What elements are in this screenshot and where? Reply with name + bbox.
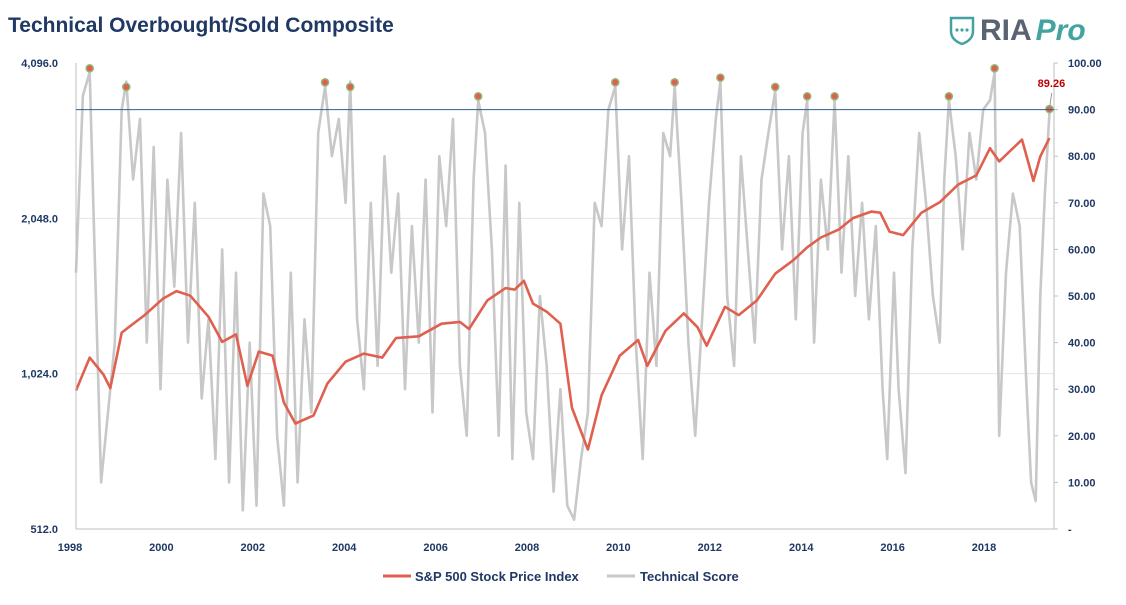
- logo-dot: [960, 28, 964, 32]
- x-tick-label: 2008: [515, 542, 539, 554]
- overbought-marker: [473, 91, 483, 101]
- x-tick-label: 2010: [606, 542, 630, 554]
- axes: 512.0 1,024.0 2,048.0 4,096.0 - 10.00 20.00 30.…: [21, 58, 1101, 554]
- y-right-tick-label: 60.00: [1068, 244, 1096, 256]
- chart-title: Technical Overbought/Sold Composite: [8, 14, 394, 37]
- overbought-marker: [345, 82, 355, 92]
- annotation-layer: 89.26: [1038, 78, 1066, 110]
- legend-label-score: Technical Score: [640, 569, 739, 584]
- overbought-marker: [320, 78, 330, 87]
- ria-pro-logo: RIA Pro: [949, 14, 1086, 47]
- annotation-label: 89.26: [1038, 78, 1066, 90]
- y-right-tick-label: 50.00: [1068, 291, 1096, 303]
- y-right-tick-label: -: [1068, 524, 1072, 536]
- annotation-leader: [1048, 93, 1052, 110]
- overbought-marker: [610, 78, 620, 87]
- x-tick-label: 2004: [332, 542, 357, 554]
- y-right-tick-label: 80.00: [1068, 151, 1096, 163]
- legend: S&P 500 Stock Price Index Technical Score: [383, 569, 739, 584]
- overbought-marker: [85, 64, 95, 73]
- y-left-tick-label: 4,096.0: [21, 58, 58, 70]
- y-right-tick-label: 90.00: [1068, 105, 1096, 117]
- logo-dot: [965, 28, 969, 32]
- x-tick-label: 2002: [241, 542, 265, 554]
- y-left-tick-label: 1,024.0: [21, 369, 58, 381]
- overbought-marker: [121, 82, 131, 92]
- overbought-marker: [802, 91, 812, 101]
- sp500-layer: [74, 137, 1051, 451]
- y-right-tick-label: 30.00: [1068, 384, 1096, 396]
- overbought-marker: [670, 78, 679, 87]
- overbought-marker: [770, 82, 780, 92]
- y-right-tick-label: 100.00: [1068, 58, 1102, 70]
- y-left-tick-label: 2,048.0: [21, 213, 58, 225]
- brand-suffix: Pro: [1036, 14, 1086, 47]
- x-tick-label: 2018: [972, 542, 996, 554]
- technical-score-line: [74, 71, 1051, 522]
- legend-label-sp500: S&P 500 Stock Price Index: [415, 569, 580, 584]
- x-tick-label: 2012: [698, 542, 722, 554]
- y-right-tick-label: 40.00: [1068, 338, 1096, 350]
- overbought-marker: [830, 91, 839, 101]
- logo-dot: [955, 28, 959, 32]
- chat-shield-icon: [949, 16, 975, 46]
- x-tick-label: 2000: [149, 542, 173, 554]
- x-tick-label: 1998: [58, 542, 82, 554]
- x-tick-label: 2016: [880, 542, 904, 554]
- overbought-marker: [944, 91, 954, 101]
- technical-score-layer: [74, 71, 1051, 522]
- x-tick-label: 2014: [789, 542, 814, 554]
- overbought-markers: [85, 64, 1054, 114]
- brand-text: RIA Pro: [980, 14, 1086, 47]
- brand-name: RIA: [980, 14, 1032, 47]
- y-left-tick-label: 512.0: [30, 524, 58, 536]
- y-right-tick-label: 10.00: [1068, 477, 1096, 489]
- overbought-marker: [990, 64, 999, 73]
- y-right-tick-label: 20.00: [1068, 431, 1096, 443]
- x-tick-label: 2006: [423, 542, 447, 554]
- sp500-line: [74, 137, 1051, 451]
- y-right-tick-label: 70.00: [1068, 198, 1096, 210]
- overbought-marker: [716, 73, 725, 82]
